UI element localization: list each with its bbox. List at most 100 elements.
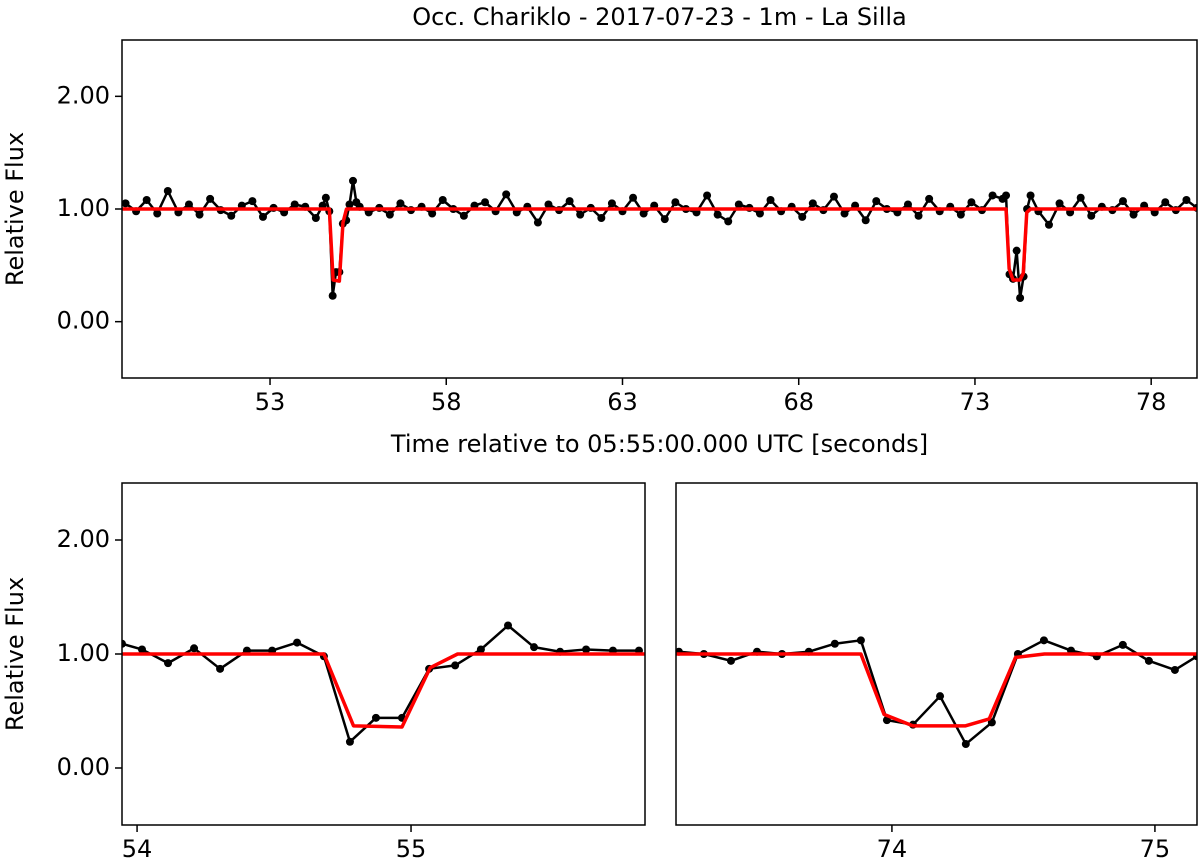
data-point [1016, 294, 1025, 303]
data-point [1002, 191, 1011, 200]
data-point [565, 197, 574, 206]
data-point [597, 214, 606, 223]
data-point [258, 212, 267, 221]
data-point [1012, 246, 1021, 255]
data-point [1087, 211, 1096, 220]
series-line [122, 207, 1197, 283]
data-point [660, 215, 669, 224]
data-point [459, 211, 468, 220]
data-point [290, 200, 299, 209]
data-point [936, 692, 945, 701]
data-point [530, 643, 539, 652]
data-point [1161, 198, 1170, 207]
data-point [164, 659, 173, 668]
data-point [576, 210, 585, 219]
data-point [311, 214, 320, 223]
y-tick-label: 0.00 [57, 307, 110, 335]
data-point [544, 200, 553, 209]
data-point [1129, 210, 1138, 219]
data-point [903, 200, 912, 209]
data-point [755, 209, 764, 218]
data-point [481, 198, 490, 207]
data-point [1144, 656, 1153, 665]
data-point [227, 211, 236, 220]
series-line [122, 652, 645, 729]
data-point [1039, 636, 1048, 645]
x-tick-label: 75 [1140, 835, 1171, 863]
data-point [195, 210, 204, 219]
data-point [349, 176, 358, 185]
series-line [122, 624, 639, 744]
data-point [502, 190, 511, 199]
data-point [1182, 195, 1191, 204]
data-point [914, 211, 923, 220]
data-point [1044, 220, 1053, 229]
series-line [676, 652, 1197, 728]
data-point [961, 740, 970, 749]
data-point [703, 191, 712, 200]
data-point [1026, 191, 1035, 200]
data-point [766, 195, 775, 204]
data-point [184, 200, 193, 209]
data-point [861, 216, 870, 225]
data-point [345, 200, 354, 209]
data-point [724, 217, 733, 226]
plot-area [122, 176, 1197, 303]
x-axis-label: Time relative to 05:55:00.000 UTC [secon… [390, 430, 928, 458]
data-point [321, 193, 330, 202]
data-point [328, 291, 337, 300]
y-tick-label: 2.00 [57, 525, 110, 553]
x-tick-label: 55 [396, 835, 427, 863]
y-axis-label: Relative Flux [1, 132, 29, 286]
data-point [371, 713, 380, 722]
y-tick-label: 1.00 [57, 639, 110, 667]
data-point [163, 186, 172, 195]
data-point [582, 645, 591, 654]
data-point [856, 636, 865, 645]
series-line [678, 639, 1197, 746]
data-point [122, 639, 126, 648]
data-point [248, 197, 257, 206]
plot-area [676, 636, 1197, 749]
data-point [734, 200, 743, 209]
data-point [830, 639, 839, 648]
data-point [798, 212, 807, 221]
y-tick-label: 0.00 [57, 753, 110, 781]
data-point [396, 199, 405, 208]
data-point [872, 197, 881, 206]
data-point [153, 209, 162, 218]
x-tick-label: 63 [607, 388, 638, 416]
data-point [438, 195, 447, 204]
series-line [124, 179, 1197, 300]
axes-frame [675, 482, 1198, 826]
data-point [428, 209, 437, 218]
data-point [713, 210, 722, 219]
data-point [216, 664, 225, 673]
data-point [1170, 665, 1179, 674]
data-point [451, 661, 460, 670]
data-point [671, 198, 680, 207]
data-point [639, 209, 648, 218]
data-point [1118, 197, 1127, 206]
data-point [1118, 640, 1127, 649]
data-point [345, 737, 354, 746]
y-axis-label: Relative Flux [1, 577, 29, 731]
data-point [988, 191, 997, 200]
data-point [808, 199, 817, 208]
x-tick-label: 58 [431, 388, 462, 416]
plot-area [122, 621, 645, 746]
y-tick-label: 1.00 [57, 194, 110, 222]
data-point [190, 644, 199, 653]
data-point [1055, 199, 1064, 208]
data-point [967, 198, 976, 207]
data-point [504, 621, 513, 630]
data-point [829, 192, 838, 201]
data-point [293, 638, 302, 647]
x-tick-label: 53 [255, 388, 286, 416]
data-point [1076, 193, 1085, 202]
data-point [607, 199, 616, 208]
data-point [925, 194, 934, 203]
data-point [726, 656, 735, 665]
